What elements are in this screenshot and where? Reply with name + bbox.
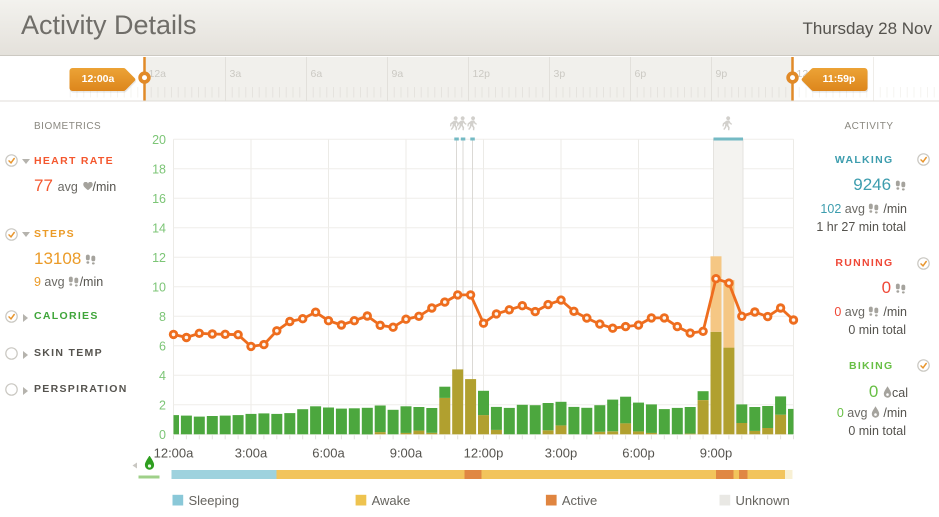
svg-text:6p: 6p [635, 68, 647, 80]
svg-text:9:00a: 9:00a [390, 445, 423, 460]
svg-text:12:00a: 12:00a [154, 445, 195, 460]
svg-text:3p: 3p [554, 68, 566, 80]
svg-text:20: 20 [152, 133, 166, 147]
svg-text:4: 4 [159, 369, 166, 383]
svg-text:14: 14 [152, 222, 166, 236]
svg-text:16: 16 [152, 192, 166, 206]
svg-text:Unknown: Unknown [736, 493, 790, 508]
svg-text:9p: 9p [716, 68, 728, 80]
svg-text:3a: 3a [230, 68, 242, 80]
svg-text:Sleeping: Sleeping [189, 493, 240, 508]
svg-text:6:00p: 6:00p [622, 445, 655, 460]
svg-text:12:00p: 12:00p [464, 445, 504, 460]
svg-text:Awake: Awake [372, 493, 411, 508]
svg-text:6: 6 [159, 340, 166, 354]
svg-text:9:00p: 9:00p [700, 445, 733, 460]
svg-text:12a: 12a [149, 68, 167, 80]
svg-text:11:59p: 11:59p [823, 73, 856, 85]
svg-text:0: 0 [159, 428, 166, 442]
svg-text:18: 18 [152, 163, 166, 177]
svg-text:3:00p: 3:00p [545, 445, 578, 460]
svg-text:12p: 12p [473, 68, 491, 80]
svg-text:10: 10 [152, 281, 166, 295]
svg-text:12: 12 [152, 251, 166, 265]
svg-text:8: 8 [159, 310, 166, 324]
svg-text:12:00a: 12:00a [82, 73, 115, 85]
svg-text:6:00a: 6:00a [312, 445, 345, 460]
svg-text:Active: Active [562, 493, 597, 508]
svg-text:2: 2 [159, 399, 166, 413]
svg-text:6a: 6a [311, 68, 323, 80]
svg-text:3:00a: 3:00a [235, 445, 268, 460]
svg-text:9a: 9a [392, 68, 404, 80]
